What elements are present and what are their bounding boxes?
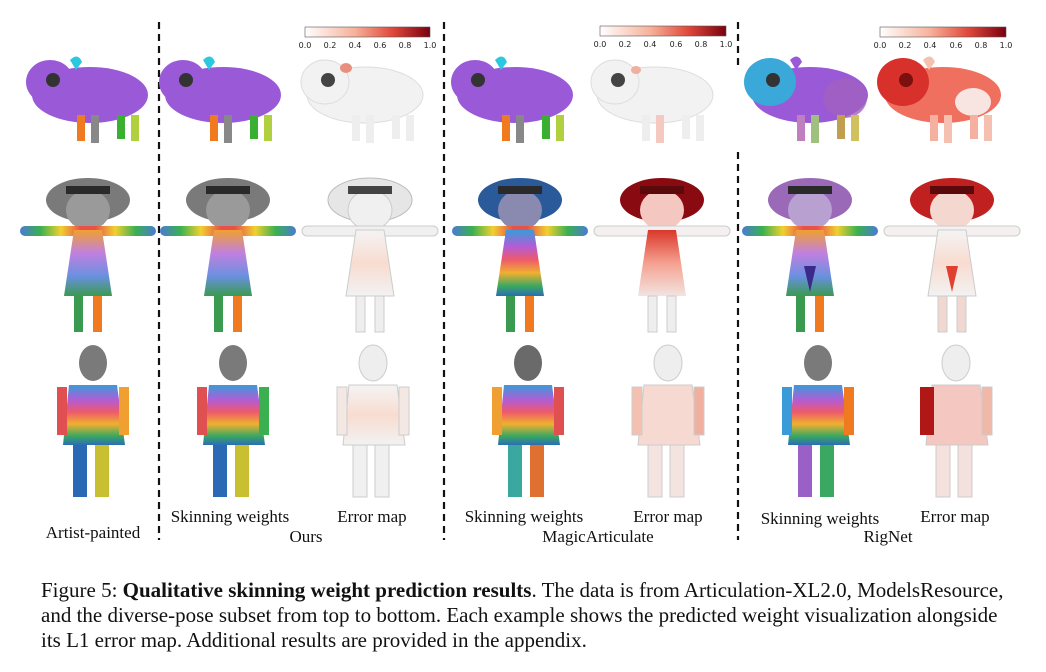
svg-text:0.8: 0.8: [975, 41, 988, 50]
animal-artist: [26, 56, 148, 143]
svg-text:0.2: 0.2: [324, 41, 337, 50]
girl-magic-error: [593, 178, 731, 333]
svg-text:1.0: 1.0: [1000, 41, 1013, 50]
label-magic-skin: Skinning weights: [465, 507, 584, 526]
animal-ours-skin: [159, 56, 281, 143]
animal-magic-skin: [451, 56, 573, 143]
girl-rignet-error: [883, 178, 1021, 333]
svg-text:0.4: 0.4: [644, 40, 657, 49]
svg-text:0.0: 0.0: [594, 40, 607, 49]
girl-artist: [20, 178, 156, 332]
svg-text:0.8: 0.8: [399, 41, 412, 50]
man-rignet-error: [920, 344, 993, 498]
svg-text:0.0: 0.0: [874, 41, 887, 50]
svg-text:1.0: 1.0: [720, 40, 733, 49]
label-rignet-skin: Skinning weights: [761, 509, 880, 528]
girl-rignet-skin: [742, 178, 878, 332]
girl-ours-skin: [160, 178, 296, 332]
man-ours-skin: [197, 345, 269, 497]
animal-ours-error: [300, 59, 424, 143]
label-magic-error: Error map: [633, 507, 702, 526]
animal-magic-error: [590, 59, 714, 143]
colorbar-rignet: 0.0 0.2 0.4 0.6 0.8 1.0: [874, 26, 1013, 50]
svg-text:0.2: 0.2: [899, 41, 912, 50]
colorbar-ours: 0.0 0.2 0.4 0.6 0.8 1.0: [299, 26, 437, 50]
man-ours-error: [336, 344, 410, 498]
girl-magic-skin: [452, 178, 588, 332]
caption-bold: Qualitative skinning weight prediction r…: [122, 578, 532, 602]
svg-text:0.6: 0.6: [950, 41, 963, 50]
man-magic-skin: [492, 345, 564, 497]
caption-prefix: Figure 5:: [41, 578, 123, 602]
label-ours-error: Error map: [337, 507, 406, 526]
qualitative-figure: 0.0 0.2 0.4 0.6 0.8 1.0 0.0 0.2 0.4 0.6 …: [20, 22, 1021, 546]
animal-rignet-skin: [744, 56, 868, 143]
man-magic-error: [631, 344, 705, 498]
svg-text:0.6: 0.6: [374, 41, 387, 50]
man-rignet-skin: [782, 345, 854, 497]
svg-text:0.8: 0.8: [695, 40, 708, 49]
girl-ours-error: [301, 177, 439, 333]
caption-rest: . The data is from Articulation-XL2.0, M…: [41, 578, 1004, 652]
svg-text:0.4: 0.4: [349, 41, 362, 50]
animal-rignet-error: [877, 56, 1001, 143]
svg-text:0.4: 0.4: [924, 41, 937, 50]
man-artist: [57, 345, 129, 497]
svg-text:0.6: 0.6: [670, 40, 683, 49]
label-rignet: RigNet: [863, 527, 912, 546]
label-ours-skin: Skinning weights: [171, 507, 290, 526]
colorbar-magic: 0.0 0.2 0.4 0.6 0.8 1.0: [594, 25, 733, 49]
svg-text:0.0: 0.0: [299, 41, 312, 50]
label-rignet-error: Error map: [920, 507, 989, 526]
svg-text:0.2: 0.2: [619, 40, 632, 49]
label-ours: Ours: [289, 527, 322, 546]
svg-text:1.0: 1.0: [424, 41, 437, 50]
figure-caption: Figure 5: Qualitative skinning weight pr…: [41, 578, 1021, 653]
label-magic: MagicArticulate: [542, 527, 653, 546]
label-artist: Artist-painted: [46, 523, 141, 542]
